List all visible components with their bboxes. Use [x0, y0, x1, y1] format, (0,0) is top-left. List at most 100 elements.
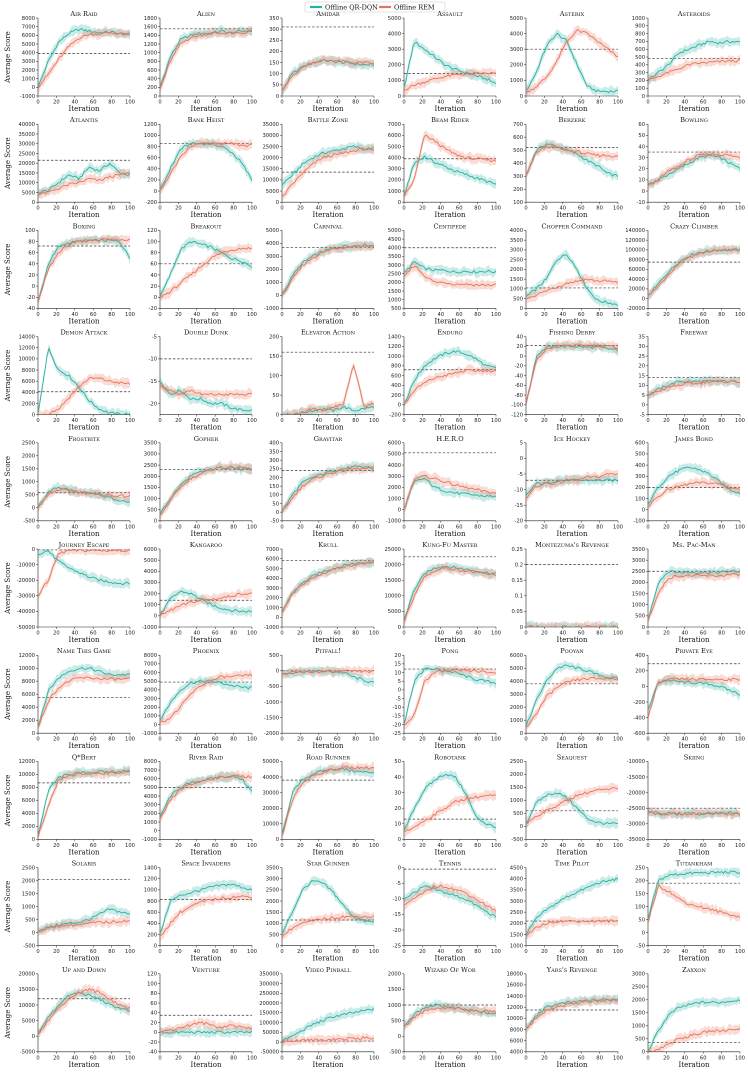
x-tick-label: 20 — [541, 312, 548, 318]
y-tick-label: 500 — [635, 55, 645, 61]
series-line-rem — [526, 343, 618, 405]
y-tick-label: 2000 — [510, 267, 523, 273]
y-axis-label: Average Score — [4, 137, 12, 190]
y-tick-label: 7000 — [144, 662, 157, 668]
x-tick-label: 60 — [456, 1055, 463, 1061]
panel-title: Air Raid — [69, 10, 97, 18]
panel-title: Frostbite — [68, 435, 100, 443]
series-band-rem — [526, 994, 618, 1035]
series-line-qrdqn — [160, 141, 252, 190]
y-tick-label: 3000 — [144, 452, 157, 458]
y-tick-label: 5000 — [144, 679, 157, 685]
y-tick-label: 5000 — [22, 1018, 35, 1024]
x-tick-label: 80 — [474, 312, 481, 318]
y-tick-label: 40 — [638, 144, 645, 150]
y-tick-label: 10000 — [262, 178, 279, 184]
y-tick-label: 0 — [32, 930, 35, 936]
series-band-rem — [160, 137, 252, 195]
y-tick-label: 4000 — [510, 1050, 523, 1056]
x-tick-label: 80 — [352, 524, 359, 530]
panel-crazy-climber: Crazy Climber-20000020000400006000080000… — [625, 222, 745, 325]
y-tick-label: 2500 — [510, 910, 523, 916]
y-tick-label: 5000 — [22, 190, 35, 196]
x-tick-label: 0 — [646, 1055, 649, 1061]
y-axis-label: Average Score — [4, 456, 12, 509]
panel-title: Alien — [196, 10, 216, 18]
x-tick-label: 60 — [578, 843, 585, 849]
y-tick-label: 35000 — [18, 132, 35, 138]
x-tick-label: 80 — [108, 418, 115, 424]
panel-robotank: Robotank 0 10 20 30 40 50 0 20 40 60 80 100 Iteration — [394, 753, 501, 856]
x-tick-label: 20 — [663, 524, 670, 530]
x-tick-label: 0 — [36, 949, 39, 955]
x-tick-label: 0 — [158, 312, 161, 318]
panel-title: Pooyan — [560, 647, 584, 655]
y-tick-label: 1000 — [510, 718, 523, 724]
x-tick-label: 0 — [402, 206, 405, 212]
series-band-rem — [526, 914, 618, 940]
x-tick-label: 60 — [334, 949, 341, 955]
series-line-qrdqn — [404, 885, 496, 918]
y-tick-label: 40 — [28, 262, 35, 268]
series-band-qrdqn — [160, 137, 252, 194]
panel-air-raid: Air Raid-1000010002000300040005000600070… — [4, 10, 135, 113]
y-tick-label: 20000 — [384, 562, 401, 568]
series-band-qrdqn — [526, 659, 618, 730]
series-band-rem — [404, 561, 496, 627]
y-tick-label: 0 — [642, 1050, 645, 1056]
x-tick-label: 20 — [663, 312, 670, 318]
plot-area — [160, 1014, 252, 1039]
y-tick-label: 12000 — [506, 1005, 523, 1011]
y-tick-label: 350 — [269, 16, 279, 22]
series-line-rem — [648, 59, 740, 81]
y-tick-label: 120 — [147, 228, 157, 234]
series-line-qrdqn — [404, 1003, 496, 1028]
panel-skiing: Skiing -35000 -30000 -25000 -20000 -15000 -100… — [627, 753, 745, 856]
y-tick-label: 1000 — [510, 287, 523, 293]
x-tick-label: 0 — [646, 206, 649, 212]
y-tick-label: -200 — [389, 412, 401, 418]
y-tick-label: 20 — [516, 344, 523, 350]
series-band-qrdqn — [38, 24, 130, 93]
x-tick-label: 100 — [735, 206, 745, 212]
panel-private-eye: Private Eye -600 -400 -200 0 200 400 0 20 40 60 80 1… — [633, 647, 745, 750]
x-tick-label: 100 — [369, 949, 379, 955]
x-tick-label: 80 — [596, 206, 603, 212]
y-tick-label: 2500 — [510, 759, 523, 765]
y-tick-label: 1500 — [388, 289, 401, 295]
y-tick-label: 2000 — [388, 485, 401, 491]
x-tick-label: 100 — [735, 631, 745, 637]
series-line-rem — [160, 895, 252, 937]
y-tick-label: -50000 — [261, 1050, 279, 1056]
panel-title: Phoenix — [193, 647, 220, 655]
x-tick-label: 20 — [419, 737, 426, 743]
series-band-qrdqn — [38, 663, 130, 732]
panel-title: Freeway — [680, 329, 708, 337]
series-line-qrdqn — [282, 880, 374, 935]
y-tick-label: 4000 — [388, 155, 401, 161]
legend: Offline QR-DQN Offline REM — [304, 1, 446, 13]
x-tick-label: 100 — [125, 524, 135, 530]
y-tick-label: 2000 — [388, 972, 401, 978]
y-tick-label: 300000 — [259, 981, 279, 987]
y-tick-label: 2500 — [22, 865, 35, 871]
y-tick-label: 100000 — [259, 1020, 279, 1026]
plot-area — [648, 149, 740, 190]
y-tick-label: 200 — [513, 187, 523, 193]
x-tick-label: 40 — [193, 737, 200, 743]
plot-area — [160, 586, 252, 621]
x-tick-label: 60 — [456, 100, 463, 106]
y-tick-label: -20 — [393, 722, 401, 728]
y-tick-label: 60000 — [628, 267, 645, 273]
plot-area — [404, 452, 496, 513]
x-tick-label: 0 — [646, 737, 649, 743]
x-tick-label: 20 — [175, 418, 182, 424]
y-tick-label: -50 — [271, 519, 279, 525]
x-tick-label: 60 — [334, 524, 341, 530]
x-tick-label: 100 — [247, 312, 257, 318]
series-line-rem — [526, 144, 618, 177]
x-tick-label: 100 — [247, 843, 257, 849]
